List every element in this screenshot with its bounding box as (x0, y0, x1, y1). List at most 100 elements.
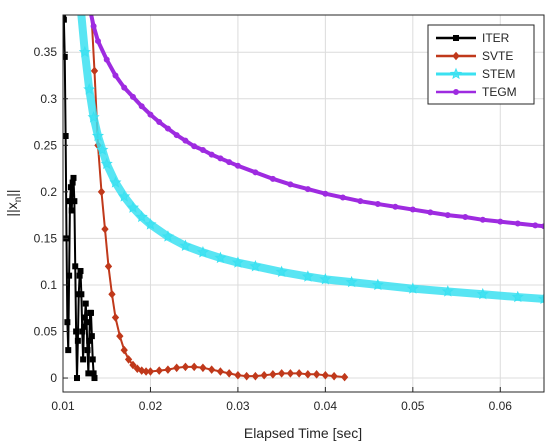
data-point-stem (179, 239, 192, 251)
data-point-svte (295, 369, 303, 378)
data-point-stem (537, 292, 544, 305)
data-point-svte (216, 367, 225, 376)
data-point-iter (77, 267, 84, 274)
data-point-svte (181, 362, 190, 372)
y-tick-label: 0.25 (34, 138, 58, 152)
data-point-tegm (129, 93, 136, 100)
legend: ITER SVTE STEM TEGM (427, 24, 535, 105)
data-point-svte (304, 370, 312, 379)
data-point-stem (91, 129, 105, 142)
data-point-svte (164, 365, 172, 374)
data-point-stem (76, 1, 86, 10)
data-point-tegm (121, 84, 128, 91)
data-point-stem (275, 265, 288, 278)
data-point-svte (116, 331, 124, 341)
data-point-iter (78, 291, 85, 298)
data-point-iter (71, 198, 78, 205)
data-point-tegm (94, 38, 101, 45)
data-point-svte (111, 313, 120, 322)
data-point-stem (144, 218, 157, 230)
data-point-svte (108, 289, 116, 299)
data-point-tegm (164, 125, 171, 132)
data-point-stem (126, 201, 139, 213)
y-tick-label: 0.05 (34, 324, 58, 338)
data-point-stem (196, 246, 209, 258)
data-point-iter (68, 207, 75, 214)
x-axis-ticks: 0.01 0.02 0.03 0.04 0.05 0.06 (51, 387, 512, 413)
x-axis-label: Elapsed Time [sec] (244, 425, 362, 441)
x-tick-label: 0.04 (314, 399, 338, 413)
data-point-tegm (541, 223, 544, 230)
data-point-stem (161, 230, 174, 242)
data-point-stem (135, 210, 148, 223)
data-point-stem (249, 259, 262, 272)
data-point-iter (85, 370, 92, 377)
series-svte (90, 15, 349, 382)
data-point-iter (73, 375, 80, 382)
data-point-svte (97, 187, 106, 197)
legend-label-stem: STEM (482, 67, 515, 81)
data-point-svte (321, 370, 330, 380)
data-point-tegm (156, 119, 163, 126)
data-point-stem (78, 45, 91, 58)
data-point-tegm (304, 186, 311, 193)
legend-marker-tegm (453, 89, 459, 95)
data-point-iter (72, 263, 79, 270)
data-point-tegm (103, 56, 110, 63)
data-point-stem (109, 176, 122, 188)
data-point-svte (173, 363, 181, 373)
data-point-iter (89, 356, 96, 363)
data-point-svte (251, 371, 260, 381)
data-point-stem (511, 290, 524, 303)
data-point-tegm (269, 175, 276, 182)
data-point-iter (63, 53, 68, 60)
y-axis-ticks: 0 0.05 0.1 0.15 0.2 0.25 0.3 0.35 (34, 45, 68, 385)
data-point-stem (87, 111, 100, 123)
legend-marker-iter (453, 35, 459, 41)
data-point-tegm (462, 213, 469, 220)
data-point-iter (83, 319, 90, 326)
y-tick-label: 0.2 (40, 185, 57, 199)
data-point-svte (199, 363, 207, 373)
data-point-svte (124, 355, 133, 364)
data-point-stem (118, 190, 131, 202)
y-tick-label: 0.35 (34, 45, 58, 59)
series-stem (76, 1, 544, 305)
x-tick-label: 0.05 (401, 399, 425, 413)
legend-marker-svte (452, 51, 460, 61)
data-point-svte (120, 345, 128, 355)
data-point-svte (269, 370, 277, 379)
data-point-iter (63, 15, 66, 18)
data-point-iter (74, 337, 81, 344)
data-point-tegm (147, 111, 154, 118)
data-point-tegm (287, 181, 294, 188)
data-point-svte (330, 371, 338, 381)
data-point-stem (476, 287, 489, 300)
data-point-tegm (199, 146, 206, 153)
data-point-stem (100, 157, 113, 170)
y-tick-label: 0 (50, 371, 57, 385)
data-point-tegm (234, 162, 241, 169)
data-point-svte (146, 367, 155, 376)
data-point-tegm (514, 220, 521, 227)
data-point-svte (234, 370, 242, 380)
data-point-tegm (532, 222, 539, 229)
legend-label-tegm: TEGM (482, 85, 517, 99)
x-tick-label: 0.02 (139, 399, 163, 413)
x-tick-label: 0.06 (489, 399, 513, 413)
data-point-svte (208, 365, 216, 374)
data-point-tegm (182, 137, 189, 144)
data-point-svte (90, 66, 99, 76)
data-point-tegm (87, 3, 92, 8)
y-axis-label-subscript: n (13, 197, 24, 203)
data-point-iter (64, 319, 71, 326)
data-point-tegm (374, 200, 381, 207)
data-point-iter (63, 133, 69, 140)
data-point-tegm (392, 203, 399, 210)
data-point-tegm (112, 72, 119, 79)
data-point-tegm (409, 206, 416, 213)
data-point-iter (84, 347, 91, 354)
data-point-svte (155, 366, 163, 375)
data-point-stem (319, 273, 332, 285)
